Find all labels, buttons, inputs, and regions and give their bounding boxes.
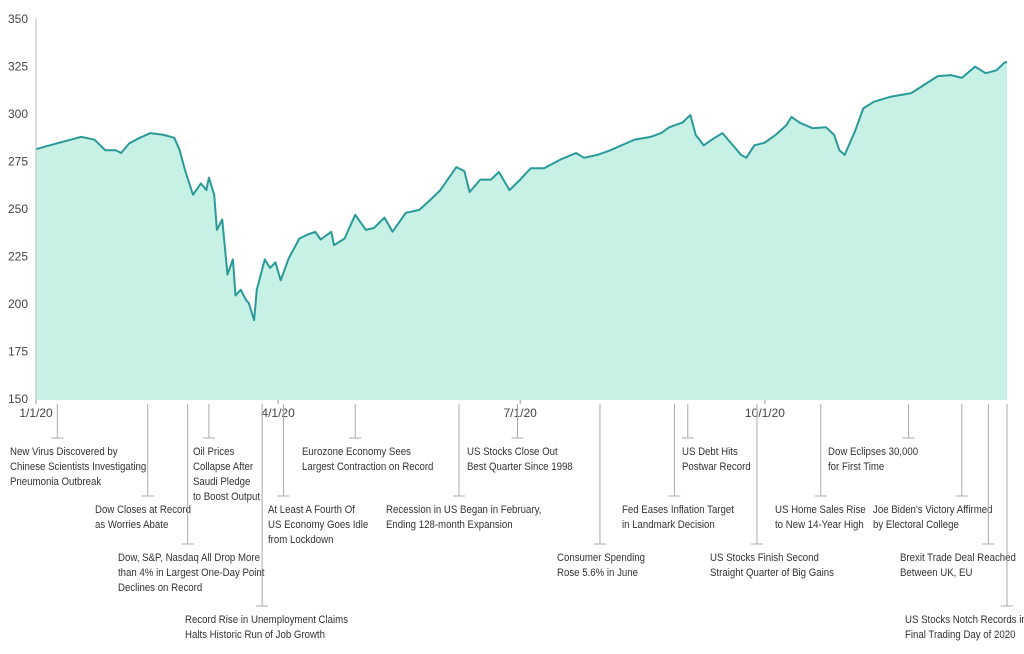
annotation-text: Pneumonia Outbreak — [10, 475, 102, 488]
annotation-text: Fed Eases Inflation Target — [622, 503, 734, 516]
annotation-text: Between UK, EU — [900, 566, 972, 579]
y-tick-label: 325 — [8, 60, 28, 74]
x-tick-label: 4/1/20 — [261, 406, 295, 420]
annotation-text: Saudi Pledge — [193, 475, 251, 488]
x-tick-label: 1/1/20 — [19, 406, 53, 420]
annotation-text: for First Time — [828, 460, 884, 473]
annotation-text: Joe Biden's Victory Affirmed — [873, 503, 993, 516]
annotation-text: Halts Historic Run of Job Growth — [185, 628, 325, 641]
annotation-text: Rose 5.6% in June — [557, 566, 638, 579]
area — [36, 61, 1007, 401]
annotation-text: by Electoral College — [873, 518, 959, 531]
annotation-text: Ending 128-month Expansion — [386, 518, 513, 531]
y-tick-label: 275 — [8, 155, 28, 169]
annotation-text: Final Trading Day of 2020 — [905, 628, 1016, 641]
annotation-text: Brexit Trade Deal Reached — [900, 551, 1016, 564]
annotation-text: Dow Closes at Record — [95, 503, 191, 516]
annotation-text: Postwar Record — [682, 460, 751, 473]
x-tick-label: 10/1/20 — [745, 406, 785, 420]
x-tick-label: 7/1/20 — [503, 406, 537, 420]
y-tick-label: 350 — [8, 12, 28, 26]
y-tick-label: 225 — [8, 250, 28, 264]
annotation-text: Chinese Scientists Investigating — [10, 460, 146, 473]
annotation-text: Record Rise in Unemployment Claims — [185, 613, 348, 626]
annotation-text: as Worries Abate — [95, 518, 168, 531]
annotation-text: Eurozone Economy Sees — [302, 445, 411, 458]
annotation-text: in Landmark Decision — [622, 518, 715, 531]
annotation-text: Straight Quarter of Big Gains — [710, 566, 834, 579]
annotation-text: Dow Eclipses 30,000 — [828, 445, 918, 458]
annotation-text: US Stocks Notch Records in — [905, 613, 1024, 626]
y-tick-label: 175 — [8, 345, 28, 359]
annotation-text: than 4% in Largest One-Day Point — [118, 566, 264, 579]
annotation-text: Collapse After — [193, 460, 254, 473]
annotation-text: US Economy Goes Idle — [268, 518, 368, 531]
annotation-text: to Boost Output — [193, 490, 260, 503]
annotation-text: Consumer Spending — [557, 551, 645, 564]
annotation-text: US Stocks Finish Second — [710, 551, 819, 564]
annotation-text: At Least A Fourth Of — [268, 503, 355, 516]
annotation-text: Declines on Record — [118, 581, 202, 594]
y-tick-label: 150 — [8, 392, 28, 406]
annotation-text: Oil Prices — [193, 445, 234, 458]
annotation-text: Recession in US Began in February, — [386, 503, 541, 516]
annotation-text: Dow, S&P, Nasdaq All Drop More — [118, 551, 260, 564]
annotation-text: Largest Contraction on Record — [302, 460, 434, 473]
y-tick-label: 200 — [8, 297, 28, 311]
line — [35, 60, 1008, 322]
y-tick-label: 300 — [8, 107, 28, 121]
annotation-text: US Home Sales Rise — [775, 503, 866, 516]
annotation-text: Best Quarter Since 1998 — [467, 460, 573, 473]
annotation-text: to New 14-Year High — [775, 518, 864, 531]
annotation-text: from Lockdown — [268, 533, 334, 546]
annotation-text: US Debt Hits — [682, 445, 738, 458]
annotation-text: US Stocks Close Out — [467, 445, 558, 458]
y-tick-label: 250 — [8, 202, 28, 216]
annotation-text: New Virus Discovered by — [10, 445, 118, 458]
